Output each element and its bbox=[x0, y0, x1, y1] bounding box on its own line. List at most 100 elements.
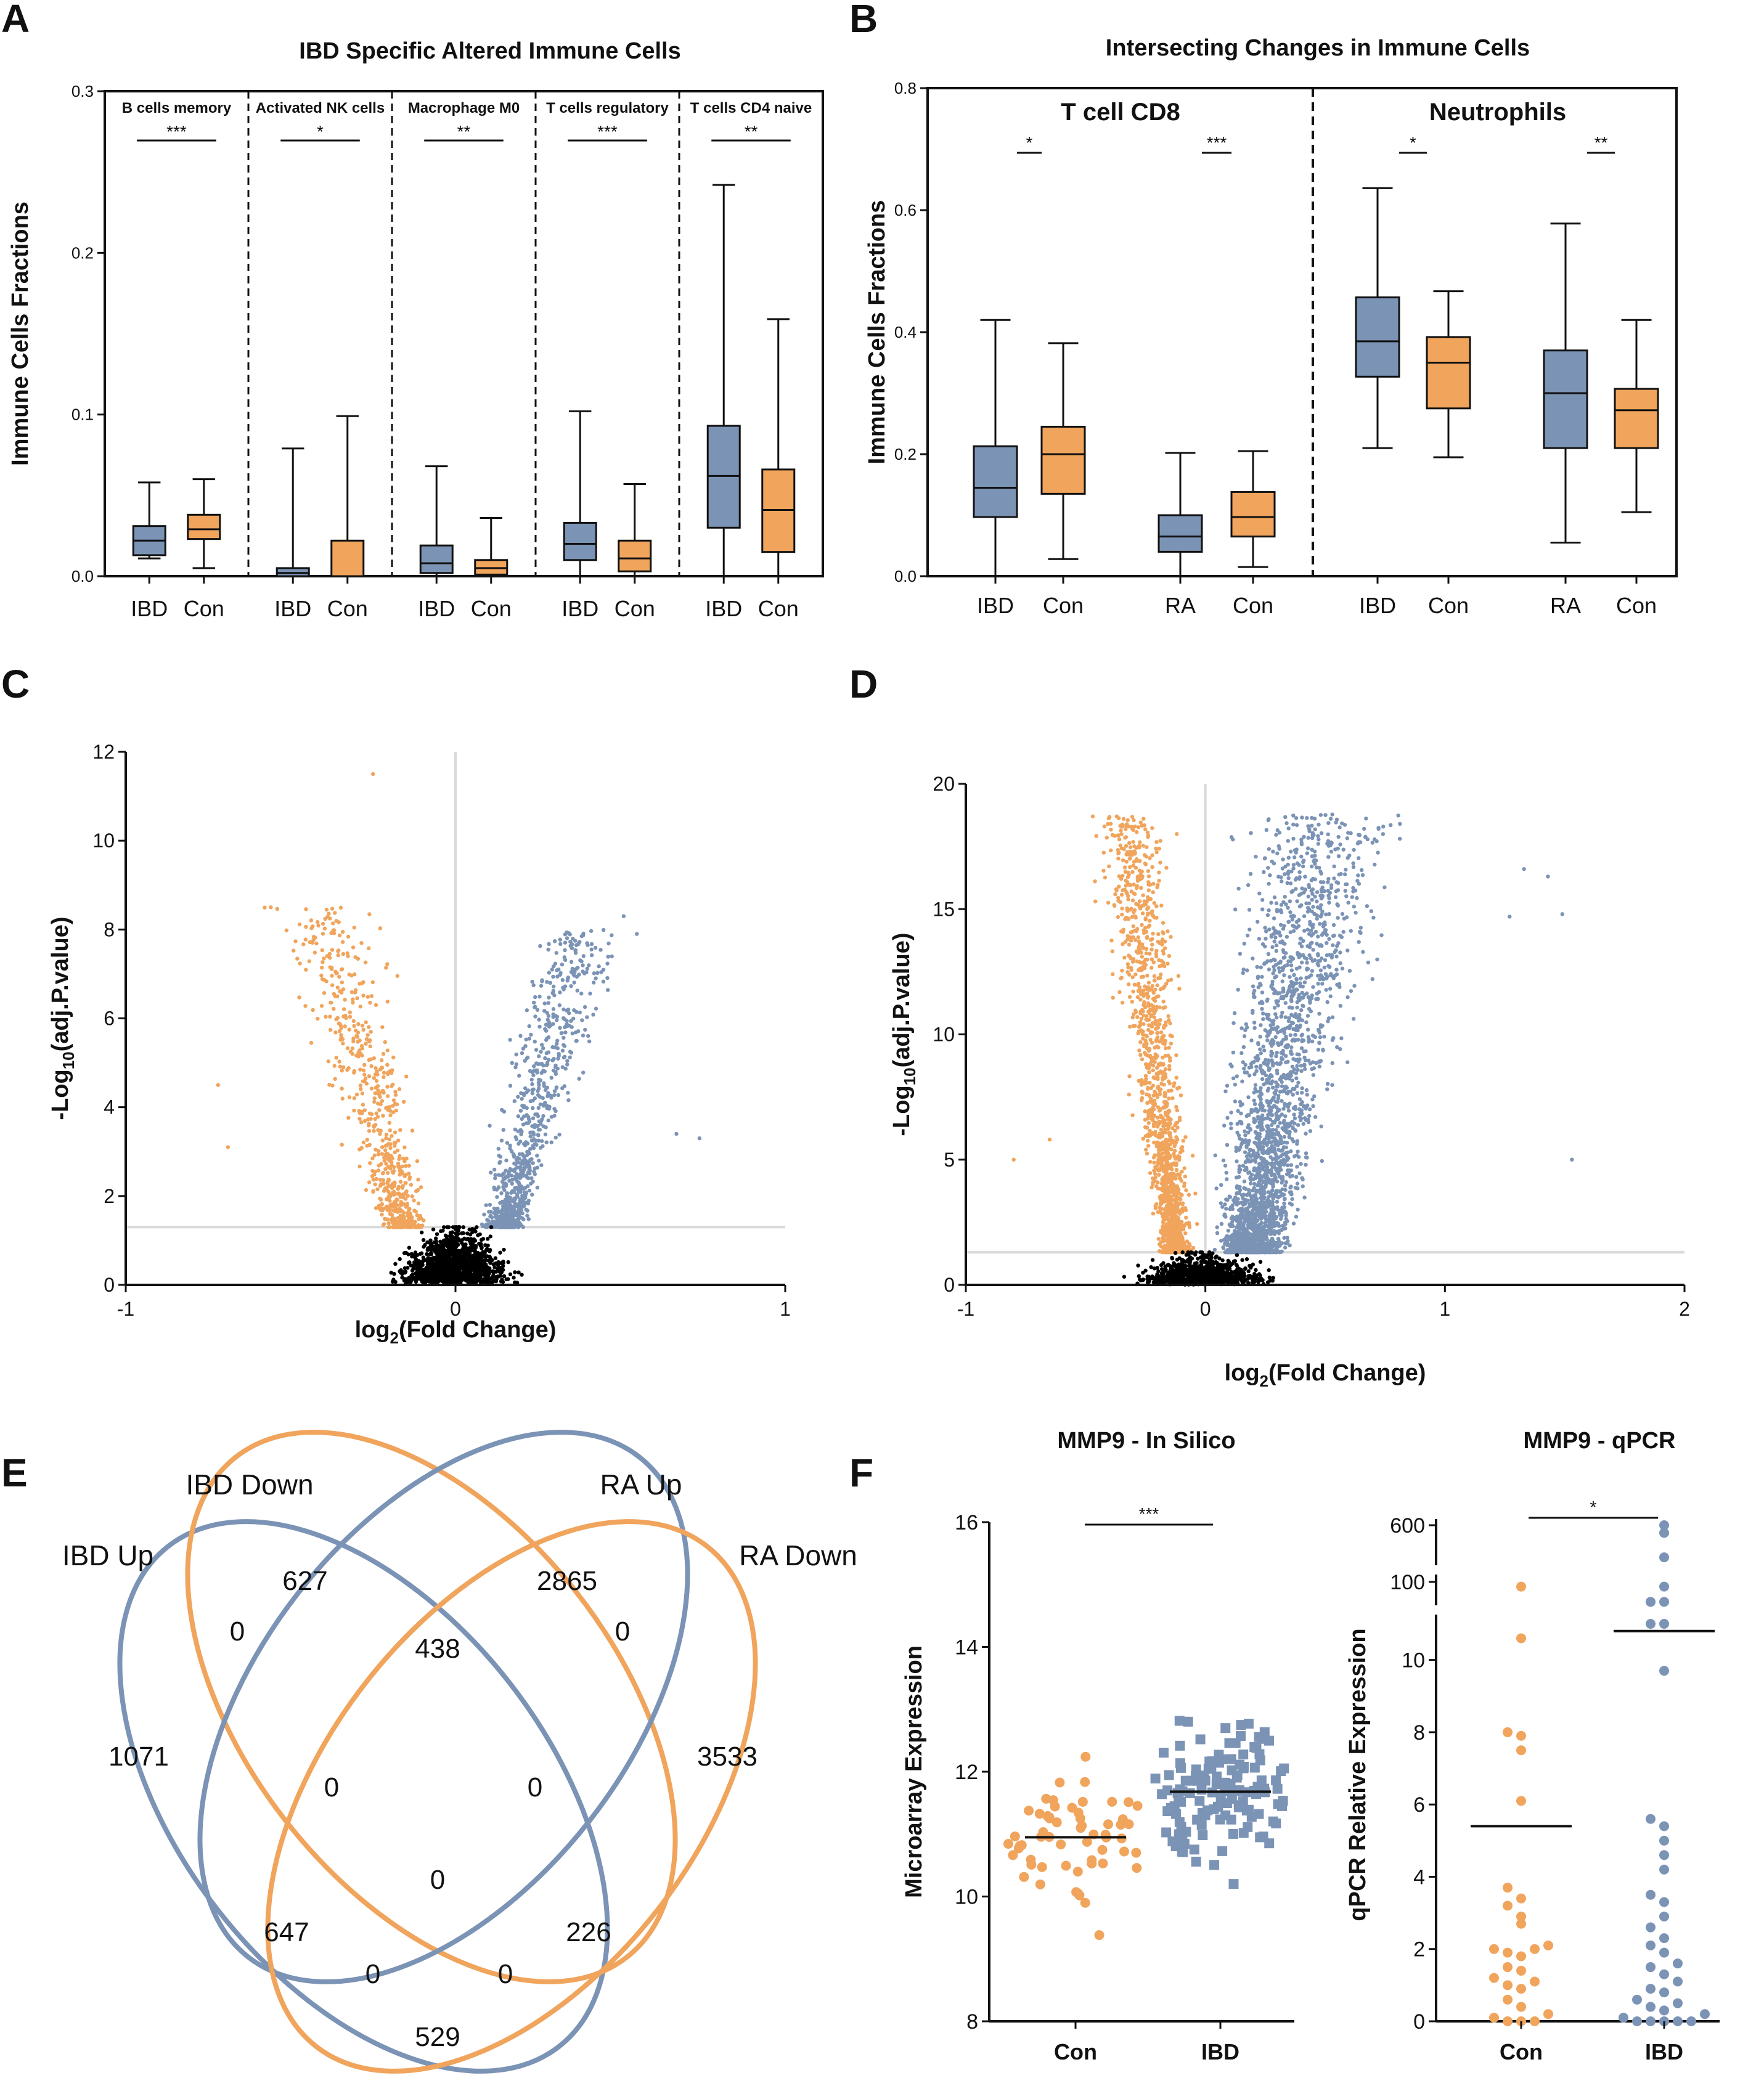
point bbox=[585, 1015, 589, 1019]
x-tick-label: Con bbox=[1428, 593, 1469, 618]
point bbox=[504, 1184, 508, 1188]
point bbox=[520, 1187, 525, 1191]
point bbox=[372, 1099, 377, 1104]
y-tick-label: 0 bbox=[104, 1274, 115, 1296]
point bbox=[1174, 1196, 1178, 1200]
x-tick-label: Con bbox=[1043, 593, 1084, 618]
point bbox=[380, 1025, 385, 1029]
point bbox=[335, 1016, 340, 1020]
point bbox=[1149, 1024, 1154, 1029]
point bbox=[518, 1190, 523, 1194]
point bbox=[513, 1203, 517, 1207]
point bbox=[1167, 1096, 1171, 1101]
box-con bbox=[187, 478, 221, 569]
point bbox=[544, 1038, 549, 1042]
point bbox=[1154, 995, 1159, 999]
point bbox=[328, 1027, 333, 1032]
point bbox=[1145, 845, 1149, 849]
point bbox=[514, 1218, 518, 1223]
point bbox=[337, 920, 341, 924]
point bbox=[480, 1222, 484, 1227]
point bbox=[352, 926, 356, 930]
point bbox=[491, 1220, 496, 1224]
box-ibd bbox=[973, 319, 1018, 577]
point bbox=[562, 1017, 567, 1022]
point bbox=[1143, 916, 1148, 921]
point bbox=[1102, 824, 1107, 829]
point bbox=[341, 1065, 346, 1069]
point bbox=[491, 1262, 496, 1266]
point bbox=[475, 1252, 479, 1257]
point bbox=[1161, 921, 1166, 925]
point bbox=[535, 1154, 539, 1158]
point bbox=[537, 1054, 541, 1059]
point bbox=[381, 1114, 385, 1118]
point bbox=[1145, 1151, 1149, 1156]
point bbox=[1177, 1173, 1182, 1177]
point bbox=[563, 1067, 568, 1071]
point bbox=[395, 974, 399, 978]
point bbox=[375, 1115, 380, 1119]
point bbox=[530, 1088, 534, 1093]
point bbox=[391, 1221, 395, 1225]
point bbox=[1150, 865, 1154, 870]
point bbox=[1108, 821, 1113, 826]
point bbox=[1135, 874, 1140, 879]
point bbox=[427, 1257, 431, 1262]
point bbox=[506, 1260, 510, 1265]
point bbox=[546, 1014, 551, 1018]
point bbox=[1177, 1115, 1182, 1120]
point bbox=[391, 1168, 396, 1173]
point bbox=[1161, 1072, 1165, 1076]
point bbox=[374, 1123, 378, 1127]
point bbox=[1093, 879, 1097, 884]
point bbox=[385, 1154, 389, 1159]
point bbox=[497, 1160, 502, 1165]
point bbox=[507, 1222, 511, 1226]
point bbox=[461, 1271, 465, 1275]
point bbox=[492, 1206, 497, 1211]
point bbox=[529, 1032, 533, 1037]
point bbox=[384, 966, 388, 970]
sig-stars: * bbox=[1410, 133, 1416, 152]
point bbox=[587, 963, 591, 968]
point bbox=[512, 1276, 516, 1280]
point bbox=[533, 1004, 537, 1009]
point bbox=[308, 940, 312, 945]
point bbox=[1158, 1022, 1162, 1027]
point bbox=[1168, 1122, 1172, 1126]
point bbox=[406, 1194, 410, 1198]
point bbox=[327, 951, 332, 956]
point bbox=[338, 1064, 343, 1069]
point bbox=[388, 1184, 393, 1188]
point bbox=[358, 1083, 363, 1088]
point bbox=[548, 980, 553, 985]
sig-stars: * bbox=[317, 122, 324, 141]
point bbox=[1125, 916, 1130, 921]
point bbox=[1138, 1040, 1143, 1045]
point bbox=[1167, 1067, 1172, 1072]
point bbox=[1129, 889, 1134, 894]
point bbox=[1103, 875, 1108, 880]
point bbox=[355, 996, 359, 1001]
point bbox=[560, 1086, 565, 1091]
point bbox=[537, 1017, 541, 1022]
point bbox=[505, 1191, 509, 1196]
x-tick-label: 0 bbox=[450, 1298, 461, 1320]
point bbox=[1128, 908, 1132, 912]
point bbox=[527, 1037, 532, 1041]
point bbox=[346, 954, 350, 958]
point bbox=[362, 1118, 367, 1123]
point bbox=[385, 1085, 390, 1089]
point bbox=[497, 1209, 502, 1214]
point bbox=[1122, 955, 1127, 960]
point bbox=[386, 1107, 390, 1112]
point-outlier bbox=[635, 932, 639, 936]
point bbox=[404, 1156, 409, 1161]
point bbox=[1176, 974, 1181, 978]
point bbox=[470, 1230, 475, 1234]
point bbox=[377, 1163, 382, 1168]
point bbox=[1155, 885, 1159, 890]
point bbox=[1141, 1037, 1145, 1041]
point bbox=[560, 962, 565, 967]
